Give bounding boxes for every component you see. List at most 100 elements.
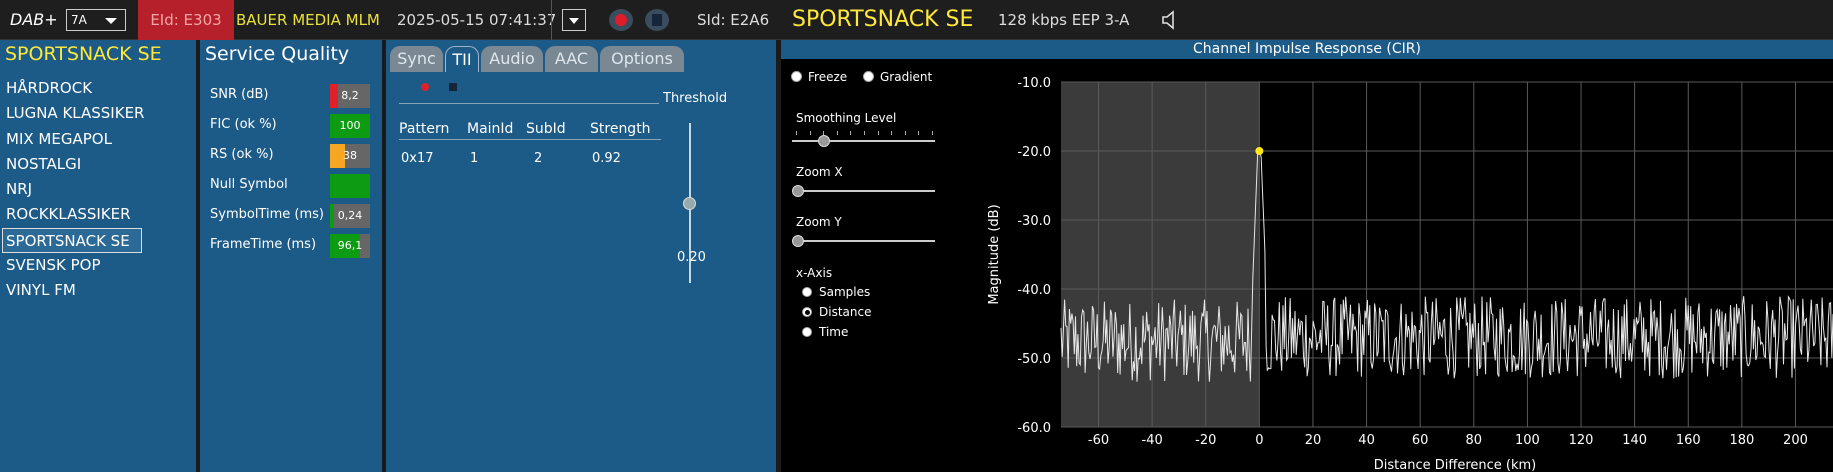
- service-quality-title: Service Quality: [205, 43, 350, 65]
- peak-marker: [1255, 147, 1264, 155]
- services-panel: SPORTSNACK SE HÅRDROCK LUGNA KLASSIKER MIX…: [0, 40, 196, 472]
- gradient-radio[interactable]: [863, 71, 874, 82]
- channel-select[interactable]: 7A: [66, 9, 126, 31]
- service-list-item[interactable]: LUGNA KLASSIKER: [6, 104, 145, 123]
- speaker-icon[interactable]: [1160, 9, 1182, 31]
- freeze-label: Freeze: [808, 70, 848, 84]
- quality-bar-value: 96,1: [337, 239, 363, 252]
- quality-row-label: FrameTime (ms): [210, 237, 317, 252]
- quality-row: SymbolTime (ms) 0,24: [210, 204, 380, 228]
- service-list-item[interactable]: MIX MEGAPOL: [6, 129, 112, 148]
- threshold-value: 0.20: [677, 250, 706, 265]
- y-tick-label: -40.0: [1017, 283, 1051, 298]
- menu-dropdown-button[interactable]: [562, 9, 586, 31]
- tab-options[interactable]: Options: [600, 46, 684, 72]
- x-axis-option-label: Time: [819, 325, 849, 339]
- x-axis-radio-samples[interactable]: [802, 287, 812, 297]
- x-tick-label: 60: [1412, 433, 1429, 448]
- tab-aac[interactable]: AAC: [545, 46, 598, 72]
- freeze-radio[interactable]: [791, 71, 802, 82]
- x-axis-label: x-Axis: [796, 266, 833, 280]
- quality-bar-fill: [330, 114, 370, 138]
- x-tick-label: 80: [1466, 433, 1483, 448]
- service-list-item[interactable]: VINYL FM: [6, 281, 76, 300]
- cir-chart: -60 -40 -20 0 20 40 60 80 100 120 140 160 180 200 -10.…: [987, 76, 1833, 472]
- x-tick-label: 180: [1729, 433, 1754, 448]
- smoothing-slider-thumb[interactable]: [818, 135, 831, 147]
- y-tick-label: -60.0: [1017, 421, 1051, 436]
- record-button[interactable]: [609, 9, 633, 31]
- slider-tick: [850, 131, 852, 135]
- slider-tick: [904, 131, 906, 135]
- x-tick-label: -40: [1142, 433, 1163, 448]
- threshold-slider-thumb[interactable]: [683, 197, 696, 210]
- quality-bar-fill: [330, 234, 360, 258]
- service-quality-panel: Service Quality SNR (dB) 8,2 FIC (ok %) 100…: [200, 40, 382, 472]
- current-service-name: SPORTSNACK SE: [792, 7, 974, 32]
- tab-audio[interactable]: Audio: [481, 46, 543, 72]
- x-tick-label: 200: [1783, 433, 1808, 448]
- eid-badge: EId: E303: [138, 0, 234, 40]
- dab-mode-label: DAB+: [10, 10, 58, 29]
- tab-sync[interactable]: Sync: [390, 46, 443, 72]
- slider-tick: [877, 131, 879, 135]
- service-list-item[interactable]: NOSTALGI: [6, 154, 82, 173]
- service-list-item[interactable]: SVENSK POP: [6, 256, 101, 275]
- x-axis-option-label: Samples: [819, 285, 871, 299]
- zoom-x-slider-track[interactable]: [792, 190, 935, 192]
- divider: [551, 0, 552, 40]
- slider-tick: [836, 131, 838, 135]
- tii-red-marker-icon: [421, 83, 429, 91]
- top-bar: DAB+ 7A EId: E303 BAUER MEDIA MLM 2025-0…: [0, 0, 1833, 40]
- x-tick-label: -60: [1088, 433, 1109, 448]
- x-tick-label: 160: [1676, 433, 1701, 448]
- stop-button[interactable]: [645, 9, 669, 31]
- sid-label: SId: E2A6: [697, 11, 770, 29]
- divider: [399, 103, 659, 104]
- service-list-item[interactable]: ROCKKLASSIKER: [6, 205, 131, 224]
- smoothing-slider-track[interactable]: [792, 140, 935, 142]
- bitrate-label: 128 kbps EEP 3-A: [998, 11, 1130, 29]
- zoom-y-slider-track[interactable]: [792, 240, 935, 242]
- x-tick-label: 100: [1515, 433, 1540, 448]
- x-tick-label: 20: [1305, 433, 1322, 448]
- x-axis-label: Distance Difference (km): [1374, 458, 1536, 472]
- cir-title: Channel Impulse Response (CIR): [781, 40, 1833, 59]
- service-list-item[interactable]: NRJ: [6, 180, 33, 199]
- quality-row-label: Null Symbol: [210, 177, 288, 192]
- chevron-down-icon: [569, 18, 579, 24]
- quality-bar: 96,1: [330, 234, 370, 258]
- tii-column-header: Strength: [590, 121, 651, 137]
- shaded-region: [1061, 82, 1260, 427]
- x-axis-radio-distance[interactable]: [802, 307, 812, 317]
- service-list-item[interactable]: SPORTSNACK SE: [2, 227, 142, 254]
- tab-tii[interactable]: TII: [445, 46, 479, 72]
- slider-tick: [932, 131, 933, 135]
- zoom-x-label: Zoom X: [796, 165, 843, 179]
- quality-row-label: FIC (ok %): [210, 117, 277, 132]
- x-axis-radio-time[interactable]: [802, 327, 812, 337]
- y-axis-label: Magnitude (dB): [987, 204, 1002, 304]
- services-list: HÅRDROCK LUGNA KLASSIKER MIX MEGAPOL NOSTAL…: [0, 76, 196, 304]
- slider-tick: [918, 131, 920, 135]
- zoom-x-slider-thumb[interactable]: [792, 185, 804, 197]
- x-tick-label: 0: [1255, 433, 1263, 448]
- slider-tick: [796, 131, 797, 135]
- quality-bar: 8,2: [330, 84, 370, 108]
- x-tick-label: 140: [1622, 433, 1647, 448]
- quality-bar: [330, 174, 370, 198]
- quality-row-label: RS (ok %): [210, 147, 274, 162]
- tii-cell: 0.92: [592, 151, 621, 166]
- quality-bar-fill: [330, 144, 346, 168]
- quality-bar-value: 38: [343, 149, 357, 162]
- quality-bar-value: 8,2: [341, 89, 359, 102]
- quality-row: FrameTime (ms) 96,1: [210, 234, 380, 258]
- tabs-panel: Sync TII Audio AAC Options Pattern MainId SubI…: [386, 40, 776, 472]
- smoothing-label: Smoothing Level: [796, 111, 897, 125]
- zoom-y-slider-thumb[interactable]: [792, 235, 804, 247]
- service-list-item[interactable]: HÅRDROCK: [6, 79, 93, 97]
- quality-bar: 38: [330, 144, 370, 168]
- quality-bar-value: 0,24: [337, 209, 363, 222]
- y-tick-label: -20.0: [1017, 145, 1051, 160]
